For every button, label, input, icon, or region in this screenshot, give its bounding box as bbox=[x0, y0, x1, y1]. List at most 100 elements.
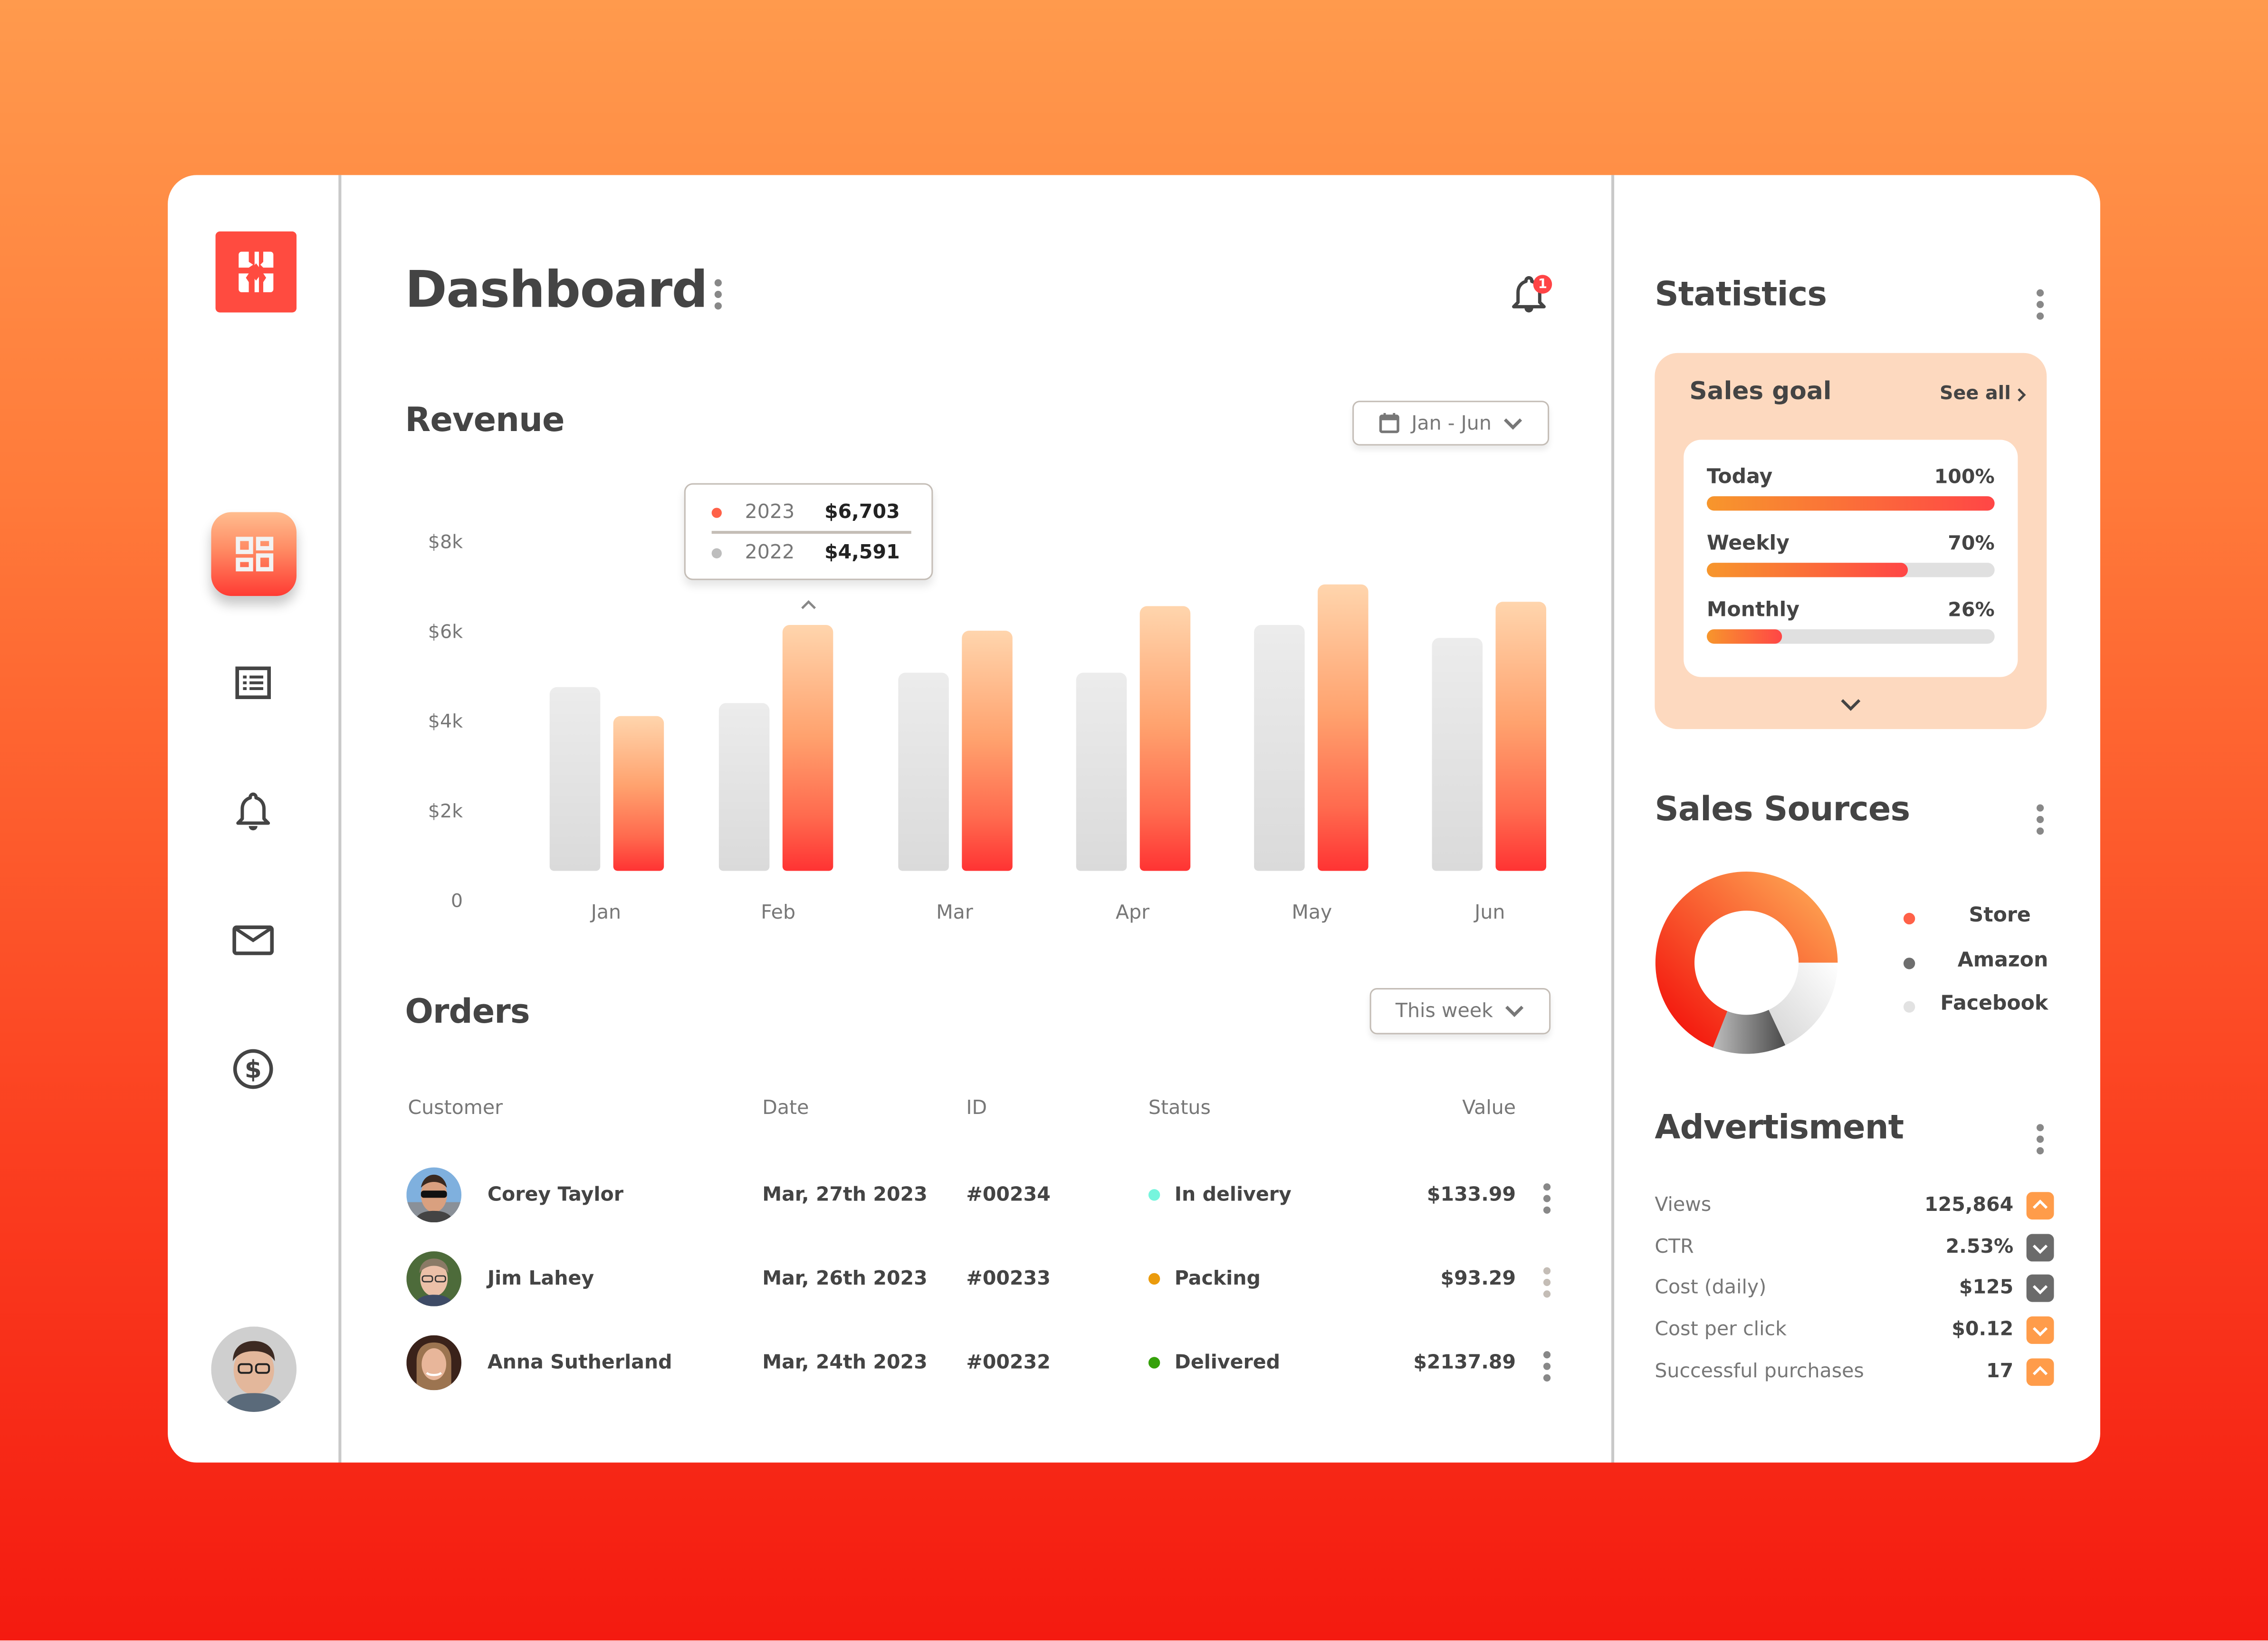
bar-2023-may[interactable] bbox=[1318, 584, 1368, 871]
ad-metric-row: CTR 2.53% bbox=[1655, 1232, 2074, 1264]
bar-2023-mar[interactable] bbox=[962, 631, 1013, 871]
row-more-button[interactable] bbox=[1543, 1351, 1551, 1382]
sidebar-item-dashboard[interactable] bbox=[211, 512, 297, 596]
sidebar-item-finance[interactable]: $ bbox=[231, 1047, 275, 1091]
table-row[interactable]: Corey Taylor Mar, 27th 2023 #00234 In de… bbox=[405, 1166, 1562, 1224]
sales-sources-more-button[interactable] bbox=[2036, 804, 2044, 835]
order-id: #00234 bbox=[966, 1183, 1051, 1207]
statistics-more-button[interactable] bbox=[2036, 289, 2044, 320]
chart-tooltip: 2023 $6,703 2022 $4,591 bbox=[684, 483, 933, 580]
legend-label: Amazon bbox=[1957, 949, 2048, 972]
x-tick: Jan bbox=[591, 901, 622, 925]
goal-percent: 26% bbox=[1948, 599, 1995, 622]
dashboard-grid-icon bbox=[235, 537, 273, 572]
column-header-value[interactable]: Value bbox=[1462, 1096, 1516, 1120]
column-header-status[interactable]: Status bbox=[1148, 1096, 1211, 1120]
tooltip-value: $4,591 bbox=[824, 541, 900, 565]
status-badge: Packing bbox=[1148, 1267, 1261, 1290]
column-header-id[interactable]: ID bbox=[966, 1096, 987, 1120]
ad-metric-label: Views bbox=[1655, 1193, 1712, 1217]
sales-goal-title: Sales goal bbox=[1689, 377, 1832, 407]
orders-filter-label: This week bbox=[1395, 999, 1493, 1023]
goal-weekly: Weekly 70% bbox=[1706, 532, 1995, 585]
logo-icon[interactable] bbox=[215, 231, 297, 313]
legend-dot-icon bbox=[1903, 1001, 1915, 1013]
order-id: #00232 bbox=[966, 1351, 1051, 1374]
bar-2022-mar[interactable] bbox=[898, 672, 949, 871]
trend-down-icon[interactable] bbox=[2026, 1275, 2054, 1303]
table-row[interactable]: Jim Lahey Mar, 26th 2023 #00233 Packing … bbox=[405, 1250, 1562, 1308]
svg-text:$: $ bbox=[245, 1056, 262, 1084]
x-tick: Feb bbox=[761, 901, 796, 925]
ad-metric-row: Cost per click $0.12 bbox=[1655, 1315, 2074, 1347]
bar-2023-jan[interactable] bbox=[613, 716, 664, 871]
bar-2023-apr[interactable] bbox=[1139, 606, 1191, 871]
ad-metric-value: 125,864 bbox=[1924, 1193, 2014, 1217]
row-more-button[interactable] bbox=[1543, 1267, 1551, 1298]
row-more-button[interactable] bbox=[1543, 1183, 1551, 1214]
sales-goal-list: Today 100% Weekly 70% Monthly 26% bbox=[1684, 440, 2018, 677]
user-avatar[interactable] bbox=[211, 1326, 297, 1412]
sidebar-item-list[interactable] bbox=[231, 661, 275, 704]
sales-goal-card: Sales goal See all Today 100% Weekly 70%… bbox=[1655, 353, 2047, 729]
ad-metric-label: CTR bbox=[1655, 1235, 1694, 1258]
order-date: Mar, 26th 2023 bbox=[762, 1267, 928, 1291]
trend-down-icon[interactable] bbox=[2026, 1316, 2054, 1344]
x-tick: Apr bbox=[1115, 901, 1149, 925]
legend-dot-icon bbox=[1903, 958, 1915, 969]
table-row[interactable]: Anna Sutherland Mar, 24th 2023 #00232 De… bbox=[405, 1334, 1562, 1392]
donut-segment-facebook[interactable] bbox=[1769, 962, 1838, 1046]
bell-icon bbox=[236, 792, 270, 831]
sidebar-divider bbox=[338, 175, 342, 1463]
bell-icon bbox=[1512, 276, 1546, 313]
statistics-title: Statistics bbox=[1655, 276, 1827, 314]
trend-down-icon[interactable] bbox=[2026, 1233, 2054, 1261]
order-id: #00233 bbox=[966, 1267, 1051, 1291]
bar-2023-feb[interactable] bbox=[782, 625, 833, 871]
column-header-customer[interactable]: Customer bbox=[408, 1096, 503, 1120]
calendar-icon bbox=[1379, 413, 1399, 433]
bar-2022-jun[interactable] bbox=[1432, 638, 1483, 871]
dollar-circle-icon: $ bbox=[233, 1049, 273, 1089]
order-value: $2137.89 bbox=[1413, 1351, 1516, 1374]
title-more-button[interactable] bbox=[714, 279, 722, 310]
expand-chevron-icon[interactable] bbox=[1840, 697, 1862, 711]
sidebar-item-notifications[interactable] bbox=[231, 790, 275, 833]
trend-up-icon[interactable] bbox=[2026, 1192, 2054, 1220]
bar-2022-may[interactable] bbox=[1254, 625, 1305, 871]
status-dot-icon bbox=[1148, 1357, 1160, 1369]
sidebar-item-messages[interactable] bbox=[231, 919, 275, 962]
ad-metric-value: 2.53% bbox=[1945, 1235, 2014, 1258]
bar-2023-jun[interactable] bbox=[1495, 602, 1547, 871]
donut-segment-store[interactable] bbox=[1655, 872, 1838, 1048]
goal-progress-bar bbox=[1706, 496, 1995, 511]
donut-segment-amazon[interactable] bbox=[1713, 1009, 1786, 1054]
goal-label: Monthly bbox=[1706, 599, 1800, 622]
bar-2022-jan[interactable] bbox=[549, 687, 601, 871]
customer-name: Anna Sutherland bbox=[487, 1351, 672, 1374]
see-all-link[interactable]: See all bbox=[1940, 384, 2027, 405]
goal-today: Today 100% bbox=[1706, 466, 1995, 518]
goal-label: Today bbox=[1706, 466, 1773, 489]
customer-name: Corey Taylor bbox=[487, 1183, 624, 1207]
legend-facebook[interactable]: Facebook bbox=[1903, 992, 2048, 1021]
bar-2022-feb[interactable] bbox=[718, 703, 770, 871]
tooltip-row-2023: 2023 $6,703 bbox=[711, 498, 911, 527]
legend-store[interactable]: Store bbox=[1903, 904, 2048, 933]
tooltip-year: 2023 bbox=[745, 500, 795, 524]
x-tick: May bbox=[1292, 901, 1332, 925]
orders-filter-dropdown[interactable]: This week bbox=[1369, 988, 1551, 1035]
trend-up-icon[interactable] bbox=[2026, 1358, 2054, 1386]
x-tick: Jun bbox=[1474, 901, 1505, 925]
notifications-button[interactable]: 1 bbox=[1512, 272, 1552, 315]
tooltip-year: 2022 bbox=[745, 541, 795, 565]
advertisment-more-button[interactable] bbox=[2036, 1124, 2044, 1155]
goal-monthly: Monthly 26% bbox=[1706, 599, 1995, 651]
date-range-dropdown[interactable]: Jan - Jun bbox=[1352, 401, 1550, 446]
ad-metric-label: Cost per click bbox=[1655, 1318, 1787, 1342]
mail-icon bbox=[232, 925, 274, 955]
legend-amazon[interactable]: Amazon bbox=[1903, 949, 2048, 978]
column-header-date[interactable]: Date bbox=[762, 1096, 809, 1120]
bar-2022-apr[interactable] bbox=[1076, 672, 1127, 871]
